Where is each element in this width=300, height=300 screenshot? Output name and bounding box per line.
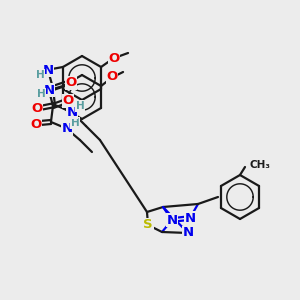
Text: N: N — [61, 122, 73, 136]
Text: O: O — [108, 52, 120, 64]
Text: O: O — [30, 118, 42, 130]
Text: N: N — [167, 214, 178, 226]
Text: H: H — [76, 101, 84, 111]
Text: N: N — [42, 64, 53, 76]
Text: N: N — [182, 226, 194, 239]
Text: N: N — [184, 212, 196, 224]
Text: CH₃: CH₃ — [249, 160, 270, 170]
Text: O: O — [31, 101, 43, 115]
Text: N: N — [44, 83, 55, 97]
Text: S: S — [143, 218, 153, 232]
Text: H: H — [70, 118, 79, 128]
Text: H: H — [37, 89, 45, 99]
Text: H: H — [36, 70, 44, 80]
Text: N: N — [66, 106, 77, 118]
Text: O: O — [106, 70, 118, 83]
Text: O: O — [62, 94, 74, 107]
Text: O: O — [65, 76, 76, 89]
